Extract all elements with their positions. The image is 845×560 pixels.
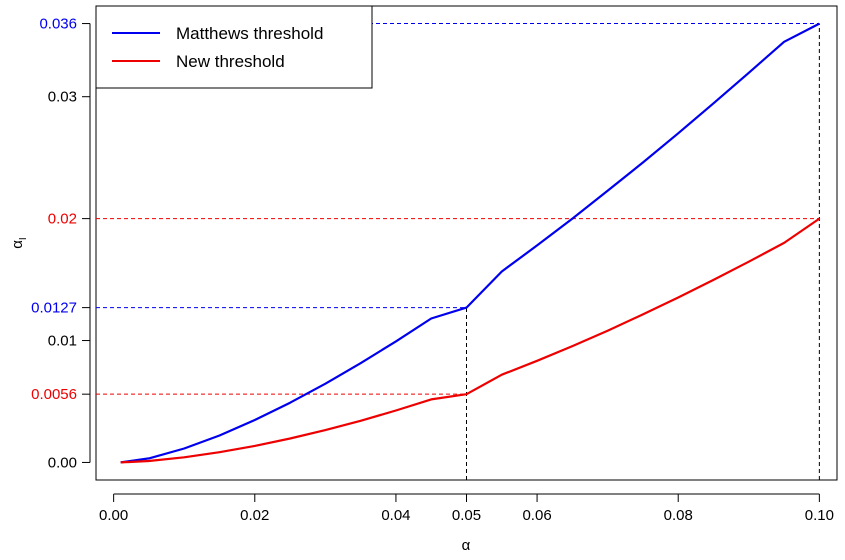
y-axis: 0.00 0.0056 0.01 0.0127 0.02 0.03 0.036 xyxy=(31,16,91,471)
x-tick-label-3: 0.05 xyxy=(452,507,481,524)
y-tick-label-4: 0.02 xyxy=(48,211,77,228)
series-line-1 xyxy=(120,217,821,464)
x-tick-label-5: 0.08 xyxy=(664,507,693,524)
legend-label-matthews: Matthews threshold xyxy=(176,24,323,43)
y-axis-label-subscript: I xyxy=(18,237,29,240)
y-axis-label-main: α xyxy=(9,240,26,249)
y-tick-label-0: 0.00 xyxy=(48,454,77,471)
x-axis: 0.00 0.02 0.04 0.05 0.06 0.08 0.10 xyxy=(99,493,834,524)
series-lines xyxy=(120,22,821,464)
y-tick-label-2: 0.01 xyxy=(48,333,77,350)
y-tick-label-5: 0.03 xyxy=(48,89,77,106)
reference-lines xyxy=(96,23,820,480)
series-line-0 xyxy=(120,22,820,464)
legend: Matthews threshold New threshold xyxy=(95,5,373,89)
x-tick-label-2: 0.04 xyxy=(381,507,410,524)
y-axis-label: αI xyxy=(9,237,29,248)
y-tick-label-6: 0.036 xyxy=(39,16,77,33)
x-tick-label-6: 0.10 xyxy=(805,507,834,524)
y-tick-label-1: 0.0056 xyxy=(31,386,77,403)
legend-label-new: New threshold xyxy=(176,52,285,71)
y-tick-label-3: 0.0127 xyxy=(31,300,77,317)
x-tick-label-4: 0.06 xyxy=(522,507,551,524)
legend-box xyxy=(95,5,373,89)
x-tick-label-1: 0.02 xyxy=(240,507,269,524)
x-axis-label: α xyxy=(462,537,471,554)
x-tick-label-0: 0.00 xyxy=(99,507,128,524)
